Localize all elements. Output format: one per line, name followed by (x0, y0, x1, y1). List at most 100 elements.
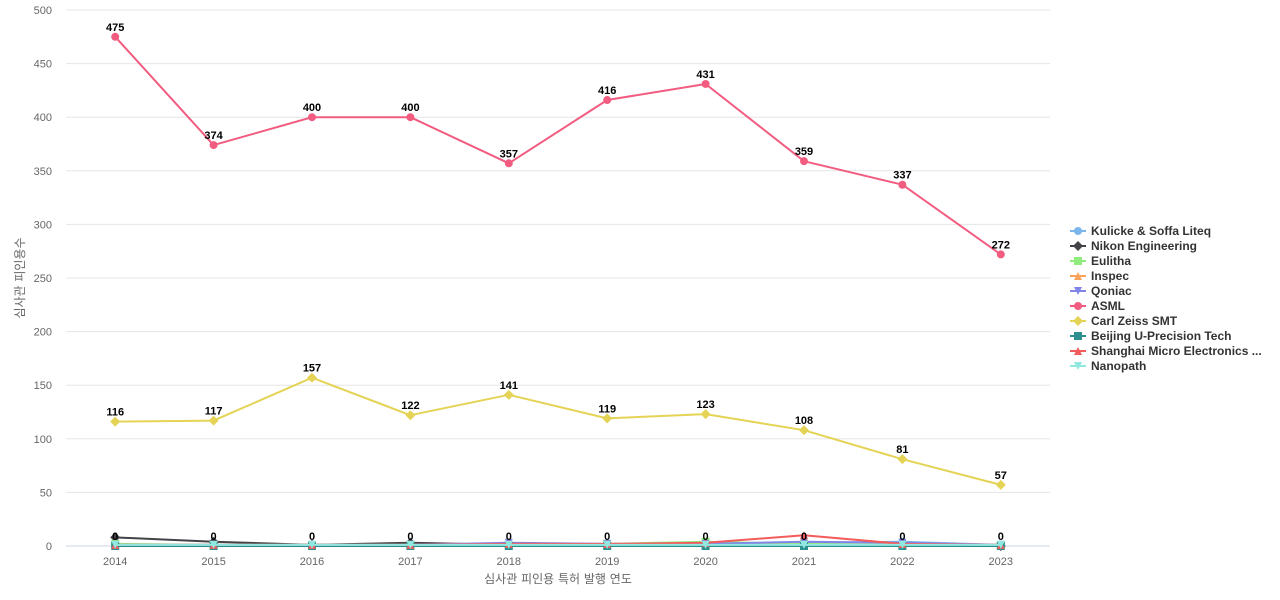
data-point (1073, 316, 1083, 326)
data-point[interactable] (800, 157, 808, 166)
data-point (1074, 347, 1082, 355)
data-point[interactable] (701, 79, 710, 88)
data-point (1074, 257, 1082, 265)
data-point[interactable] (602, 413, 613, 424)
data-point[interactable] (799, 425, 809, 436)
legend-item[interactable]: Nikon Engineering (1070, 239, 1197, 253)
legend-item[interactable]: Eulitha (1070, 254, 1131, 268)
data-point (1074, 332, 1082, 340)
legend-item[interactable]: ASML (1070, 299, 1125, 313)
data-label: 81 (896, 444, 908, 456)
data-labels: 475 374 400 400 357 416 431 359 337 272 116 117 157 1… (106, 22, 1010, 543)
data-point[interactable] (111, 540, 120, 549)
data-point[interactable] (995, 479, 1006, 490)
x-tick-label: 2023 (989, 556, 1013, 568)
data-label: 0 (604, 531, 610, 543)
data-label: 0 (801, 531, 807, 543)
x-tick-label: 2014 (103, 556, 127, 568)
legend-item[interactable]: Nanopath (1070, 359, 1146, 373)
data-point[interactable] (800, 531, 808, 540)
data-point[interactable] (308, 540, 316, 549)
data-point[interactable] (110, 416, 121, 427)
data-point (1074, 302, 1082, 310)
legend-label: Carl Zeiss SMT (1091, 314, 1178, 328)
data-point[interactable] (996, 540, 1005, 549)
data-label: 0 (506, 531, 512, 543)
data-label: 431 (696, 69, 714, 81)
data-label: 400 (303, 102, 321, 114)
data-point[interactable] (897, 454, 908, 465)
legend-label: Inspec (1091, 269, 1129, 283)
data-label: 119 (598, 403, 616, 415)
series-asml (111, 32, 1005, 259)
data-point[interactable] (504, 540, 513, 549)
data-label: 122 (401, 400, 419, 412)
data-point[interactable] (307, 372, 317, 383)
legend-item[interactable]: Kulicke & Soffa Liteq (1070, 224, 1211, 238)
data-label: 108 (795, 415, 813, 427)
gridlines (66, 9, 1050, 547)
data-point[interactable] (800, 540, 808, 549)
x-tick-label: 2020 (693, 556, 717, 568)
x-tick-label: 2018 (497, 556, 521, 568)
x-tick-label: 2015 (201, 556, 225, 568)
y-tick-label: 300 (34, 219, 52, 231)
x-tick-label: 2019 (595, 556, 619, 568)
legend-label: Shanghai Micro Electronics ... (1091, 344, 1262, 358)
data-point[interactable] (603, 540, 612, 549)
data-label: 123 (696, 399, 714, 411)
data-point[interactable] (898, 540, 907, 549)
data-point (1073, 241, 1083, 251)
data-point (1074, 227, 1082, 235)
data-point[interactable] (209, 141, 218, 150)
data-point[interactable] (111, 32, 120, 41)
data-point[interactable] (996, 250, 1005, 259)
data-point[interactable] (209, 540, 218, 549)
legend-item[interactable]: Carl Zeiss SMT (1070, 314, 1178, 328)
data-point[interactable] (504, 159, 513, 168)
data-label: 374 (204, 130, 223, 142)
data-point[interactable] (208, 415, 219, 426)
data-label: 0 (998, 531, 1004, 543)
legend-item[interactable]: Qoniac (1070, 284, 1132, 298)
series-nanopath (111, 540, 1005, 549)
y-tick-label: 350 (34, 166, 52, 178)
legend-item[interactable]: Inspec (1070, 269, 1129, 283)
x-tick-label: 2022 (890, 556, 914, 568)
data-label: 416 (598, 85, 616, 97)
x-tick-label: 2016 (300, 556, 324, 568)
data-point[interactable] (603, 96, 612, 105)
data-point[interactable] (308, 113, 316, 122)
data-point[interactable] (503, 389, 514, 400)
data-point[interactable] (701, 540, 710, 549)
data-point[interactable] (406, 113, 415, 122)
legend-label: Nikon Engineering (1091, 239, 1197, 253)
y-axis-title: 심사관 피인용수 (13, 237, 27, 318)
legend-label: Qoniac (1091, 284, 1132, 298)
y-tick-label: 50 (40, 487, 52, 499)
legend-item[interactable]: Beijing U-Precision Tech (1070, 329, 1231, 343)
data-point[interactable] (898, 180, 907, 189)
x-axis-title: 심사관 피인용 특허 발행 연도 (484, 571, 632, 586)
y-tick-label: 400 (34, 112, 52, 124)
data-label: 0 (407, 531, 413, 543)
data-point (1074, 272, 1082, 280)
legend-label: ASML (1091, 299, 1125, 313)
data-label: 141 (500, 380, 518, 392)
series-line (114, 36, 1002, 256)
y-tick-label: 100 (34, 434, 52, 446)
data-point[interactable] (700, 409, 711, 420)
legend-label: Beijing U-Precision Tech (1091, 329, 1231, 343)
data-point[interactable] (406, 540, 415, 549)
data-label: 400 (401, 102, 419, 114)
data-label: 57 (995, 470, 1007, 482)
legend-item[interactable]: Shanghai Micro Electronics ... (1070, 344, 1262, 358)
y-tick-label: 150 (34, 380, 52, 392)
data-point[interactable] (405, 410, 416, 421)
y-tick-label: 200 (34, 327, 52, 339)
series-group (110, 32, 1006, 551)
data-label: 0 (112, 531, 118, 543)
data-label: 157 (303, 363, 321, 375)
series-line (115, 376, 1002, 486)
